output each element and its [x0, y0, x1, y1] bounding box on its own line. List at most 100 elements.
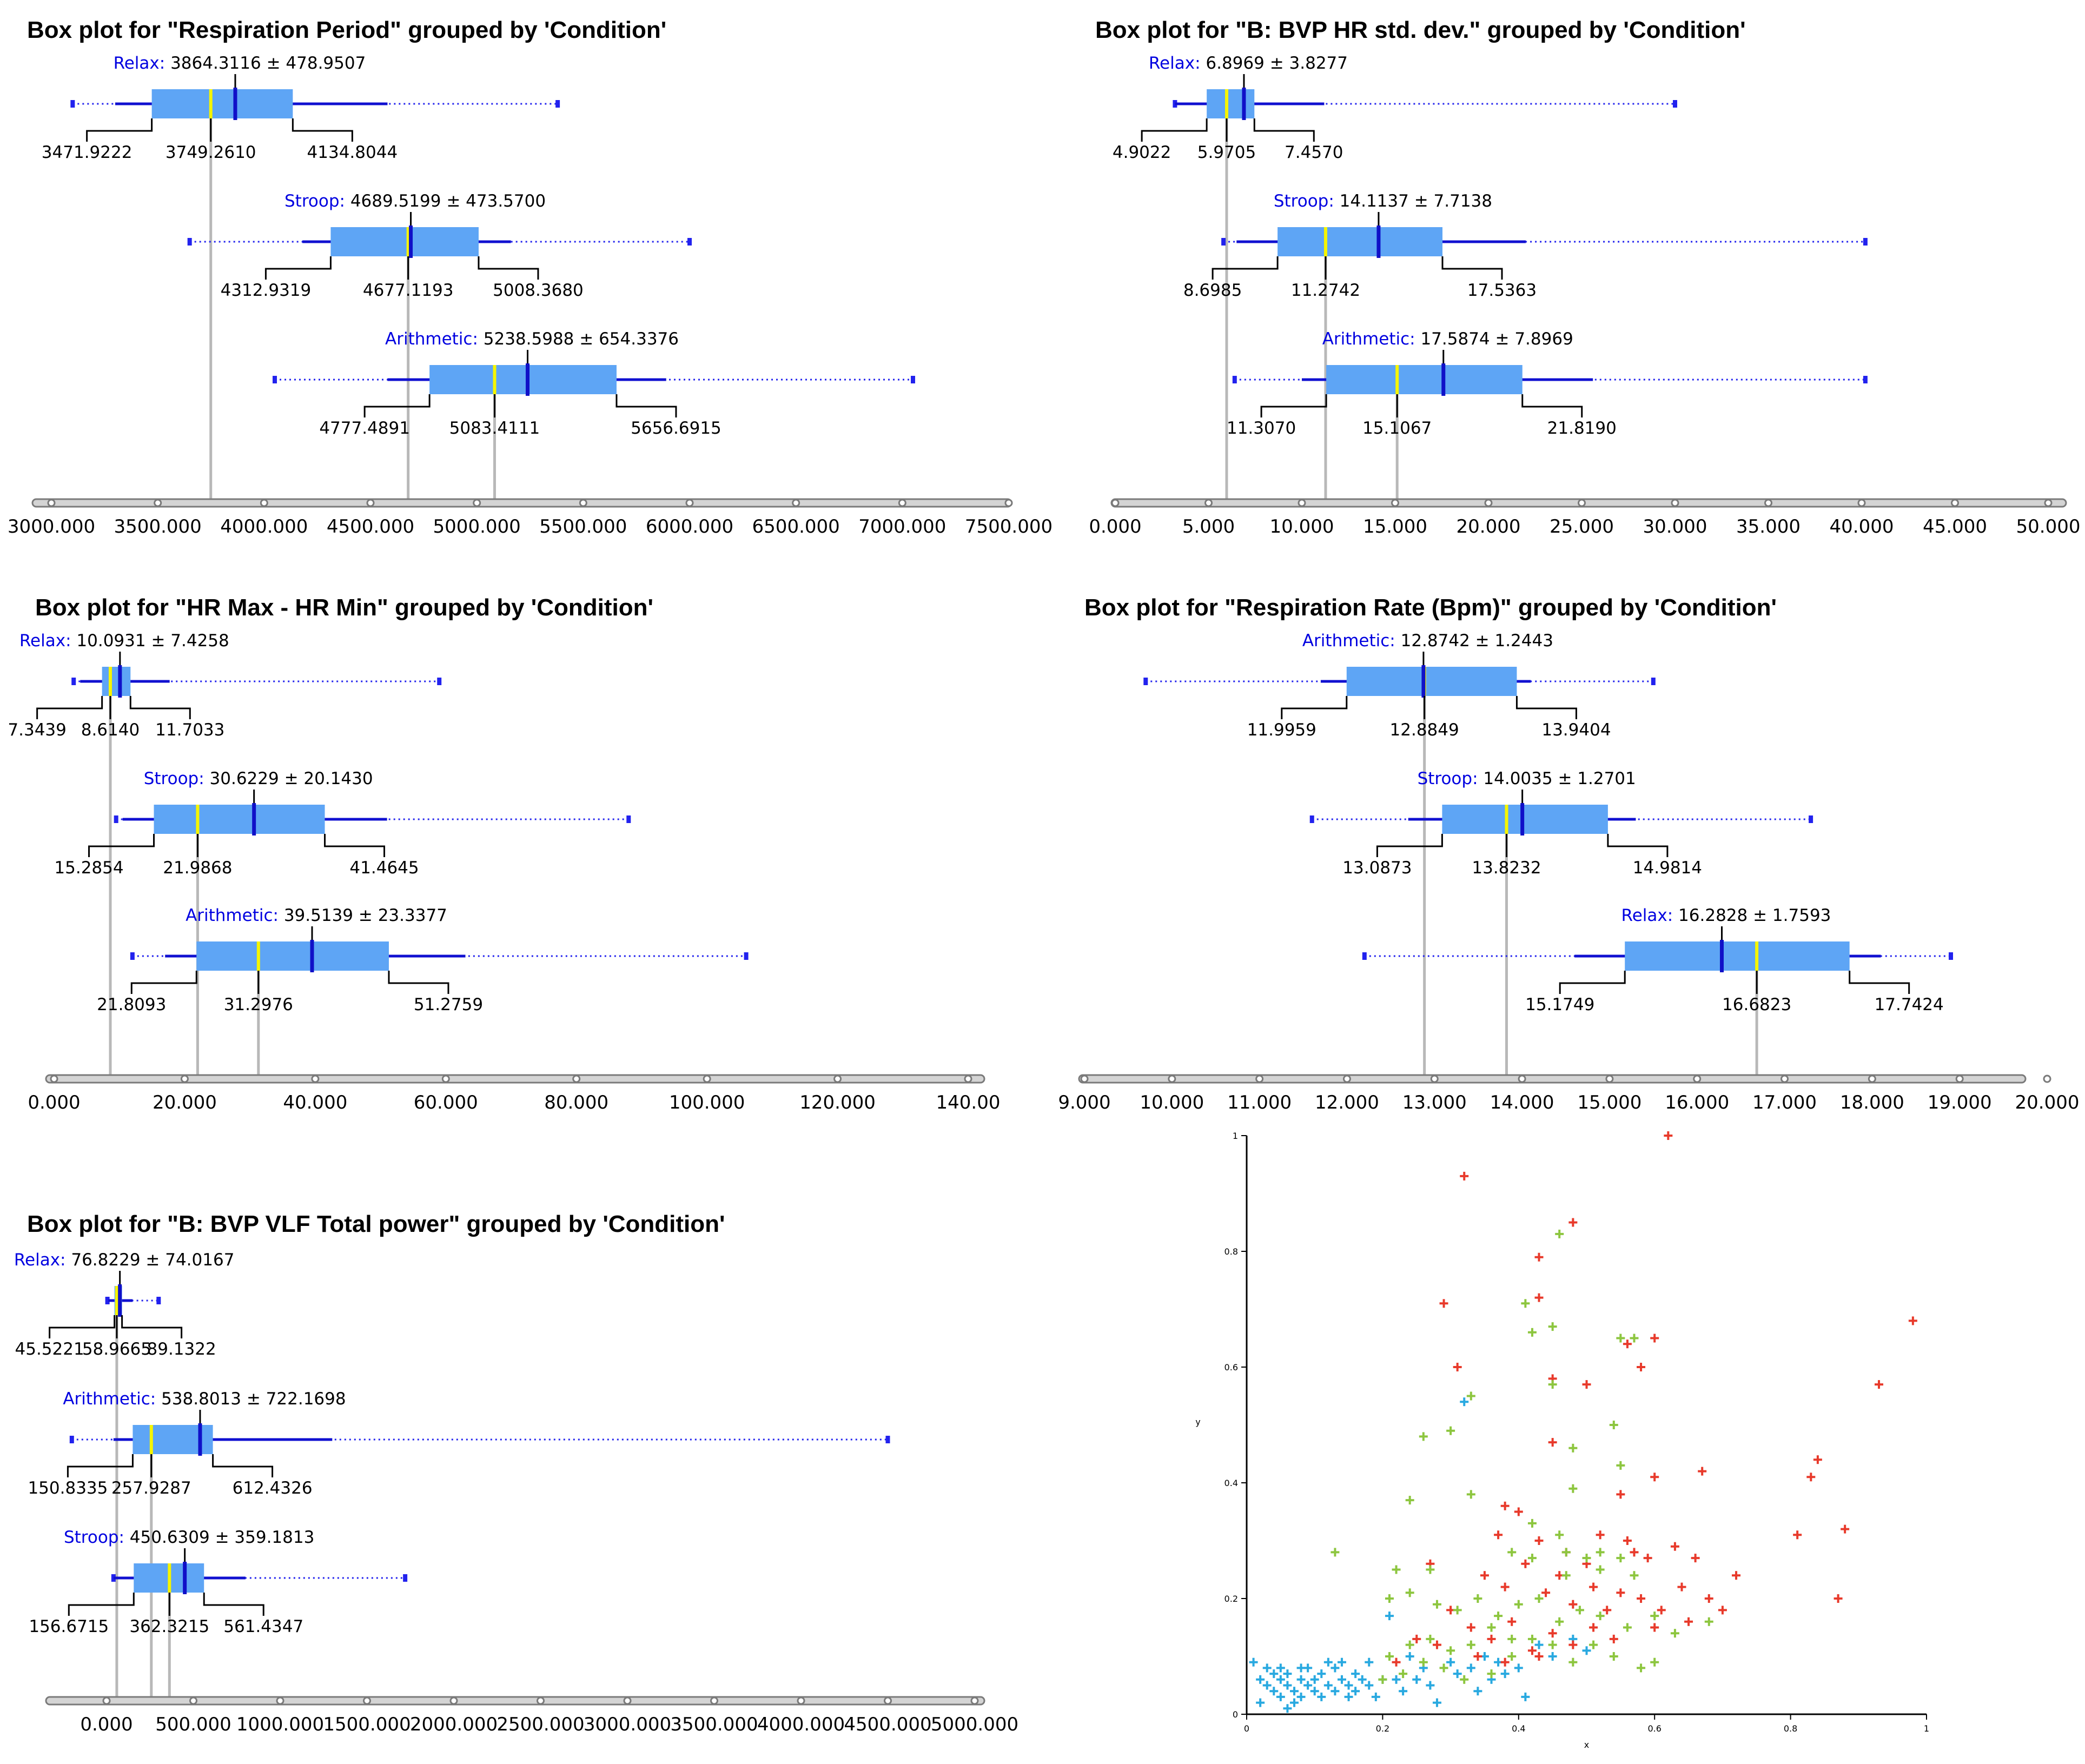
scatter-point: [1399, 1669, 1408, 1679]
scatter-point: [1650, 1473, 1659, 1482]
scatter-point: [1575, 1606, 1584, 1615]
group-name: Relax: [1621, 906, 1667, 925]
scatter-point: [1527, 1328, 1537, 1337]
scatter-point: [1453, 1669, 1462, 1679]
scatter-point: [1718, 1606, 1727, 1615]
scatter-point: [1331, 1663, 1340, 1673]
quartile-label: 45.5221: [15, 1339, 84, 1359]
axis-tick-label: 5000.000: [931, 1714, 1018, 1735]
axis-tick-mark: [1780, 1075, 1789, 1083]
quartile-leader: [1521, 394, 1583, 417]
quartile-label: 362.3215: [129, 1617, 209, 1636]
scatter-point: [1426, 1634, 1435, 1643]
quartile-leader: [1260, 394, 1327, 417]
axis-tick-label: 3500.000: [670, 1714, 758, 1735]
scatter-point: [1630, 1548, 1639, 1557]
scatter-point: [1630, 1571, 1639, 1580]
axis-tick-mark: [154, 499, 162, 507]
group-name: Arithmetic: [1322, 329, 1409, 349]
quartile-label: 4134.8044: [307, 143, 398, 162]
scatter-point: [1262, 1681, 1272, 1690]
axis-tick-label: 11.000: [1227, 1092, 1292, 1113]
quartile-leader: [388, 971, 449, 994]
scatter-point: [1568, 1657, 1578, 1667]
group-stat-label: Stroop: 14.1137 ± 7.7138: [1274, 191, 1492, 211]
scatter-point: [1256, 1698, 1265, 1707]
group-stat-label: Arithmetic: 538.8013 ± 722.1698: [63, 1389, 346, 1409]
scatter-point: [1289, 1687, 1299, 1696]
axis-tick-mark: [1111, 499, 1120, 507]
quartile-label: 15.2854: [54, 858, 123, 878]
scatter-point: [1439, 1299, 1448, 1308]
axis-tick-label: 5500.000: [539, 516, 627, 538]
quartile-leader: [86, 118, 153, 142]
range-min-marker: [130, 952, 135, 960]
group-colon: :: [65, 631, 76, 651]
group-name: Arithmetic: [186, 906, 273, 925]
quartile-label: 5008.3680: [493, 281, 584, 300]
scatter-point: [1460, 1675, 1469, 1684]
chart-title: Box plot for "B: BVP HR std. dev." group…: [1095, 17, 1746, 43]
quartile-leader: [1607, 834, 1669, 857]
scatter-point: [1269, 1687, 1279, 1696]
axis-tick-label: 19.000: [1928, 1092, 1992, 1113]
scatter-point: [1276, 1692, 1285, 1701]
axis-track: [31, 498, 1012, 508]
quartile-leader: [1212, 256, 1279, 280]
axis-tick-mark: [189, 1696, 197, 1705]
scatter-point: [1276, 1675, 1285, 1684]
axis-tick-mark: [1578, 499, 1586, 507]
axis-track: [1078, 1074, 2027, 1084]
scatter-point: [1249, 1657, 1258, 1667]
group-stat-label: Relax: 76.8229 ± 74.0167: [14, 1250, 235, 1270]
quartile-leader: [121, 1315, 183, 1338]
scatter-point: [1514, 1663, 1523, 1673]
scatter-point: [1534, 1652, 1544, 1661]
scatter-point: [1534, 1594, 1544, 1603]
x-tick-label: 1: [1924, 1723, 1929, 1734]
axis-tick-label: 4500.000: [327, 516, 414, 538]
group-name: Stroop: [1274, 191, 1329, 211]
scatter-point: [1480, 1571, 1489, 1580]
scatter-point: [1283, 1704, 1292, 1713]
scatter-point: [1385, 1652, 1394, 1661]
scatter-point: [1521, 1692, 1530, 1701]
scatter-point: [1637, 1363, 1646, 1371]
scatter-point: [1405, 1652, 1414, 1661]
y-tick-label: 0.6: [1224, 1362, 1238, 1372]
scatter-point: [1561, 1548, 1571, 1557]
axis-tick-mark: [1004, 499, 1013, 507]
axis-tick-mark: [623, 1696, 632, 1705]
y-tick-label: 0.8: [1224, 1246, 1238, 1257]
iqr-box: [1326, 365, 1523, 394]
range-max-marker: [687, 238, 692, 246]
quartile-label: 11.7033: [155, 720, 224, 740]
quartile-label: 561.4347: [223, 1617, 303, 1636]
iqr-box: [330, 227, 479, 256]
range-min-marker: [1221, 238, 1226, 246]
axis-tick-mark: [1255, 1075, 1264, 1083]
group-stat: 3864.3116 ± 478.9507: [170, 54, 366, 73]
scatter-point: [1616, 1490, 1625, 1499]
quartile-leader: [1441, 256, 1503, 280]
group-stat-label: Relax: 16.2828 ± 1.7593: [1621, 906, 1831, 925]
scatter-point: [1453, 1606, 1462, 1615]
scatter-point: [1514, 1600, 1523, 1609]
quartile-leader: [67, 1454, 134, 1477]
quartile-label: 11.3070: [1227, 419, 1296, 438]
scatter-point: [1405, 1588, 1414, 1597]
axis-tick-mark: [47, 499, 56, 507]
axis-tick-label: 140.00: [936, 1092, 1001, 1113]
axis-tick-label: 10.000: [1270, 516, 1334, 538]
scatter-point: [1643, 1554, 1652, 1563]
scatter-point: [1841, 1524, 1850, 1534]
scatter-point: [1473, 1594, 1482, 1603]
y-tick-label: 0: [1233, 1709, 1238, 1720]
scatter-point: [1596, 1530, 1605, 1540]
x-tick-label: 0.8: [1784, 1723, 1797, 1734]
scatter-point: [1908, 1316, 1917, 1325]
axis-tick-label: 100.000: [669, 1092, 745, 1113]
axis-tick-label: 13.000: [1402, 1092, 1467, 1113]
quartile-label: 14.9814: [1633, 858, 1702, 878]
scatter-point: [1317, 1692, 1326, 1701]
